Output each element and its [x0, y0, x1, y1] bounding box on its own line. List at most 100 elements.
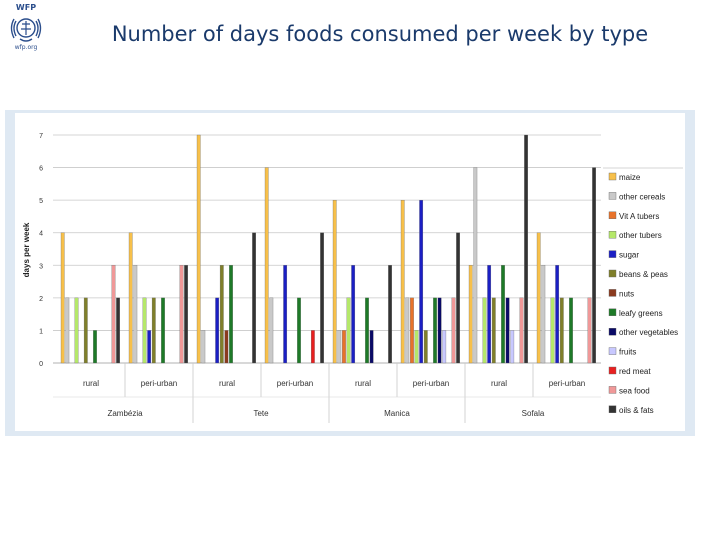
bar-leafy-greens — [93, 330, 97, 364]
y-tick-label: 5 — [39, 198, 43, 205]
bar-other-tubers — [74, 297, 79, 364]
bar-other-cereals — [133, 265, 138, 364]
bar-oils-fats — [252, 232, 256, 364]
bar-sugar — [283, 265, 288, 364]
legend-swatch — [608, 308, 617, 317]
bar-maize — [196, 134, 201, 364]
region-label: Zambézia — [107, 409, 143, 418]
legend-label: leafy greens — [619, 309, 663, 318]
legend-label: other cereals — [619, 192, 665, 201]
bar-oils-fats — [524, 134, 528, 364]
bar-leafy-greens — [365, 297, 369, 364]
legend-label: fruits — [619, 348, 636, 357]
bar-chart: 0 1 2 3 4 5 6 7 days per week rural peri-urban rura… — [22, 133, 683, 423]
bar-sea-food — [179, 265, 184, 364]
bar-beans-peas — [83, 297, 88, 364]
y-axis-label: days per week — [22, 222, 31, 277]
bar-beans-peas — [219, 265, 224, 364]
legend-label: Vit A tubers — [619, 212, 659, 221]
legend-label: sugar — [619, 251, 639, 260]
bar-vit-a-tubers — [342, 330, 346, 364]
x-tick-label: peri-urban — [413, 379, 449, 388]
bar-leafy-greens — [433, 297, 437, 364]
legend-swatch — [608, 289, 617, 297]
bar-other-vegetables — [437, 297, 442, 364]
bar-other-cereals — [269, 297, 274, 364]
bar-maize — [536, 232, 541, 364]
bar-beans-peas — [423, 330, 428, 364]
wfp-logo: WFP wfp.org — [4, 3, 48, 55]
y-tick-label: 6 — [39, 166, 43, 173]
bar-maize — [128, 232, 133, 364]
bar-sugar — [147, 330, 152, 364]
bar-leafy-greens — [501, 265, 505, 364]
legend-swatch — [608, 192, 617, 200]
bar-red-meat — [311, 330, 315, 364]
legend-swatch — [608, 327, 617, 336]
bar-other-tubers — [142, 297, 147, 364]
x-tick-label: rural — [491, 379, 507, 388]
legend-swatch — [608, 366, 617, 375]
bar-leafy-greens — [297, 297, 301, 364]
x-tick-label: rural — [83, 379, 99, 388]
bar-oils-fats — [388, 265, 392, 364]
bar-other-cereals — [65, 297, 70, 364]
legend-swatch — [608, 172, 617, 181]
bar-oils-fats — [184, 265, 188, 364]
legend-swatch — [608, 386, 617, 394]
chart-area: 0 1 2 3 4 5 6 7 days per week rural peri-urban rura… — [15, 113, 685, 431]
legend-label: other tubers — [619, 231, 662, 240]
bar-leafy-greens — [161, 297, 165, 364]
bar-leafy-greens — [569, 297, 573, 364]
bar-sugar — [487, 265, 492, 364]
bar-other-tubers — [482, 297, 487, 364]
x-tick-label: rural — [219, 379, 235, 388]
region-label: Manica — [384, 409, 410, 418]
x-tick-label: peri-urban — [549, 379, 585, 388]
y-tick-label: 1 — [39, 328, 43, 335]
bar-oils-fats — [320, 232, 324, 364]
bar-sugar — [419, 199, 424, 364]
slide-title: Number of days foods consumed per week b… — [111, 22, 649, 46]
legend-swatch — [608, 250, 617, 258]
bar-other-cereals — [201, 330, 206, 364]
bar-nuts — [224, 330, 229, 364]
legend-swatch — [608, 230, 617, 239]
legend-label: nuts — [619, 289, 634, 298]
y-tick-label: 2 — [39, 296, 43, 303]
x-tick-label: peri-urban — [141, 379, 177, 388]
legend-label: other vegetables — [619, 328, 678, 337]
legend-label: oils & fats — [619, 406, 654, 415]
bar-sea-food — [451, 297, 456, 364]
bar-beans-peas — [151, 297, 156, 364]
bar-sea-food — [519, 297, 524, 364]
legend-label: sea food — [619, 386, 650, 395]
bar-other-cereals — [541, 265, 546, 364]
bar-other-tubers — [414, 330, 419, 364]
bar-sugar — [351, 265, 356, 364]
x-tick-label: peri-urban — [277, 379, 313, 388]
wreath-icon — [10, 18, 42, 42]
bar-other-cereals — [405, 297, 410, 364]
bar-other-vegetables — [369, 330, 374, 364]
bar-maize — [468, 265, 473, 364]
bar-other-cereals — [473, 167, 478, 364]
y-tick-label: 4 — [39, 231, 43, 238]
bar-maize — [264, 167, 269, 364]
bar-other-tubers — [550, 297, 555, 364]
y-tick-label: 0 — [39, 361, 43, 368]
bar-beans-peas — [491, 297, 496, 364]
bar-oils-fats — [592, 167, 596, 364]
bar-other-tubers — [346, 297, 351, 364]
legend-label: beans & peas — [619, 270, 668, 279]
bar-vit-a-tubers — [410, 297, 414, 364]
region-label: Sofala — [522, 409, 545, 418]
bar-sea-food — [111, 265, 116, 364]
bar-fruits — [442, 330, 447, 364]
bar-other-cereals — [337, 330, 342, 364]
chart-panel: 0 1 2 3 4 5 6 7 days per week rural peri-urban rura… — [5, 110, 695, 436]
legend-label: red meat — [619, 367, 651, 376]
logo-url: wfp.org — [14, 44, 38, 51]
bar-other-vegetables — [505, 297, 510, 364]
bar-oils-fats — [456, 232, 460, 364]
